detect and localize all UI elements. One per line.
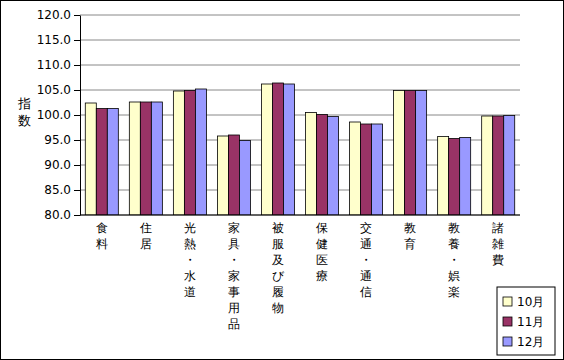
x-tick-label: 被服及び履物 — [272, 221, 285, 315]
y-tick-mark — [74, 215, 80, 216]
y-tick-label: 85.0 — [44, 183, 71, 197]
bar — [173, 91, 184, 215]
chart-frame — [1, 1, 564, 360]
y-tick-label: 80.0 — [44, 208, 71, 222]
x-tick-label: 教育 — [404, 221, 416, 251]
y-tick-label: 105.0 — [37, 83, 71, 97]
legend-box — [497, 287, 555, 355]
bar — [328, 117, 339, 216]
y-tick-mark — [74, 65, 80, 66]
y-axis-line — [80, 16, 81, 216]
x-tick-label: 食料 — [96, 221, 108, 251]
x-tick-label: 教養・娯楽 — [448, 221, 460, 299]
bar — [317, 115, 328, 216]
y-tick-label: 120.0 — [37, 8, 71, 22]
bar — [96, 109, 107, 216]
legend-label: 12月 — [517, 335, 544, 349]
bar — [184, 91, 195, 216]
x-axis-line — [80, 215, 520, 216]
bar-series — [96, 83, 503, 215]
y-tick-label: 95.0 — [44, 133, 71, 147]
bar — [283, 84, 294, 215]
bar — [350, 122, 361, 215]
y-axis-title: 指数 — [17, 96, 31, 128]
y-tick-label: 110.0 — [37, 58, 71, 72]
bar — [394, 91, 405, 216]
y-tick-mark — [74, 190, 80, 191]
bar — [493, 116, 504, 215]
y-tick-mark — [74, 115, 80, 116]
bars — [85, 83, 514, 215]
y-tick-label: 115.0 — [37, 33, 71, 47]
bar — [460, 138, 471, 216]
bar — [272, 83, 283, 215]
y-tick: 80.0 — [44, 208, 80, 222]
y-tick: 110.0 — [37, 58, 80, 72]
x-tick-label: 保健医療 — [316, 221, 328, 283]
grid — [80, 15, 520, 215]
y-tick: 120.0 — [37, 8, 80, 22]
bar — [195, 89, 206, 215]
y-tick: 105.0 — [37, 83, 80, 97]
legend: 10月 11月 12月 — [497, 287, 555, 355]
x-tick-label: 光熱・水道 — [184, 221, 196, 299]
y-tick-mark — [74, 90, 80, 91]
y-tick-mark — [74, 15, 80, 16]
y-tick-mark — [74, 40, 80, 41]
bar — [438, 137, 449, 216]
y-tick: 100.0 — [37, 108, 80, 122]
legend-swatch — [503, 337, 512, 346]
bar — [228, 135, 239, 215]
y-tick-mark — [74, 140, 80, 141]
legend-label: 10月 — [517, 295, 544, 309]
bar — [449, 139, 460, 216]
bar-series — [85, 84, 492, 215]
bar — [306, 113, 317, 216]
grid-line — [80, 215, 520, 216]
legend-swatch — [503, 317, 512, 326]
bar — [504, 116, 515, 216]
y-tick-label: 100.0 — [37, 108, 71, 122]
y-tick: 85.0 — [44, 183, 80, 197]
bar-series — [107, 84, 514, 215]
grid-line — [80, 40, 520, 41]
bar — [151, 102, 162, 215]
y-tick: 90.0 — [44, 158, 80, 172]
bar — [261, 84, 272, 215]
legend-label: 11月 — [517, 315, 544, 329]
bar — [405, 91, 416, 216]
bar — [361, 124, 372, 215]
grid-line — [80, 65, 520, 66]
x-tick-label: 諸雑費 — [492, 221, 504, 267]
y-axis: 80.0 85.0 90.0 95.0 100.0 105.0 110.0 115.0 120.… — [37, 8, 81, 222]
y-tick: 115.0 — [37, 33, 80, 47]
bar — [107, 109, 118, 216]
x-tick-label: 住居 — [139, 221, 152, 251]
bar — [482, 116, 493, 215]
y-tick-mark — [74, 165, 80, 166]
grid-line — [80, 90, 520, 91]
bar — [239, 141, 250, 216]
legend-swatch — [503, 297, 512, 306]
bar — [416, 91, 427, 216]
bar — [140, 102, 151, 215]
x-tick-label: 家具・家事用品 — [228, 221, 240, 331]
grid-line — [80, 15, 520, 16]
chart: 80.0 85.0 90.0 95.0 100.0 105.0 110.0 115.0 120.… — [0, 0, 564, 360]
bar — [129, 102, 140, 215]
bar — [217, 136, 228, 215]
y-tick-label: 90.0 — [44, 158, 71, 172]
x-labels: 食料 住居 光熱・水道 家具・家事用品 被服及び履物 保健医療 交通・通信 教育 教養・娯楽 諸雑… — [96, 221, 504, 331]
y-tick: 95.0 — [44, 133, 80, 147]
x-tick-label: 交通・通信 — [360, 221, 372, 299]
bar — [85, 103, 96, 215]
bar — [372, 124, 383, 215]
